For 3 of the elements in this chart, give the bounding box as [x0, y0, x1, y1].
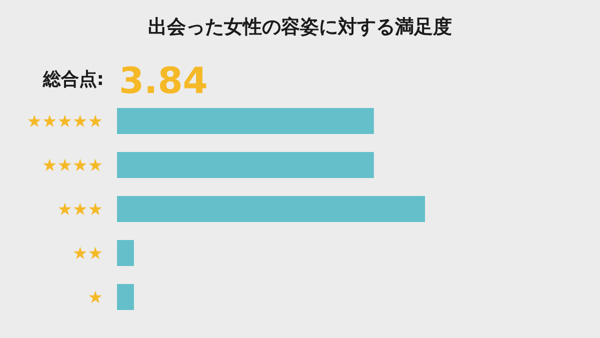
annotation: 3.84 [119, 61, 208, 102]
annotation: 総合点: [42, 69, 104, 90]
title: 出会った女性の容姿に対する満足度 [148, 16, 452, 38]
